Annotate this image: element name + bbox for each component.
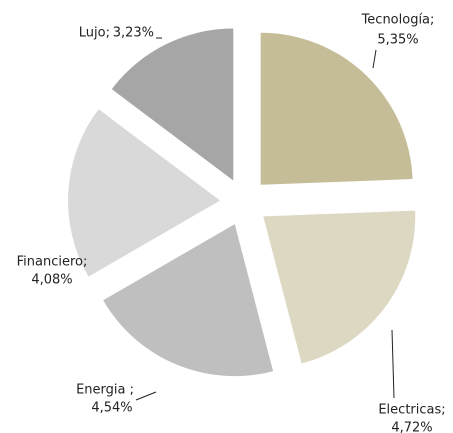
slice-value-label: 3,23% bbox=[113, 26, 154, 41]
slice-label: Electricas; bbox=[378, 403, 445, 418]
leader-line bbox=[391, 329, 395, 399]
slice-label: Lujo; bbox=[79, 26, 110, 41]
slice-label: Financiero; bbox=[17, 255, 88, 270]
slice-value-label: 5,35% bbox=[377, 33, 418, 48]
leader-line bbox=[135, 391, 157, 401]
pie-slice bbox=[103, 224, 274, 377]
slice-value-label: 4,54% bbox=[91, 401, 132, 416]
slice-label: Tecnología; bbox=[361, 13, 435, 28]
pie-slice bbox=[260, 32, 413, 185]
slice-label: Energia ; bbox=[76, 383, 134, 398]
slice-value-label: 4,08% bbox=[31, 273, 72, 288]
pie-slice bbox=[111, 28, 234, 181]
pie-slice bbox=[263, 210, 416, 364]
leader-line bbox=[372, 49, 377, 69]
pie-slice bbox=[68, 109, 221, 277]
slice-value-label: 4,72% bbox=[391, 421, 432, 433]
